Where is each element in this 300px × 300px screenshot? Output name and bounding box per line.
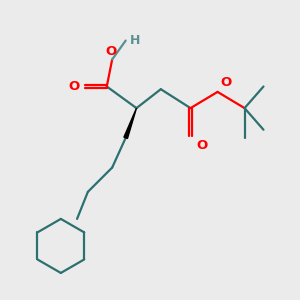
Text: O: O bbox=[68, 80, 79, 93]
Text: O: O bbox=[220, 76, 232, 89]
Text: O: O bbox=[105, 45, 116, 58]
Text: O: O bbox=[196, 139, 207, 152]
Polygon shape bbox=[124, 108, 136, 139]
Text: H: H bbox=[130, 34, 140, 47]
